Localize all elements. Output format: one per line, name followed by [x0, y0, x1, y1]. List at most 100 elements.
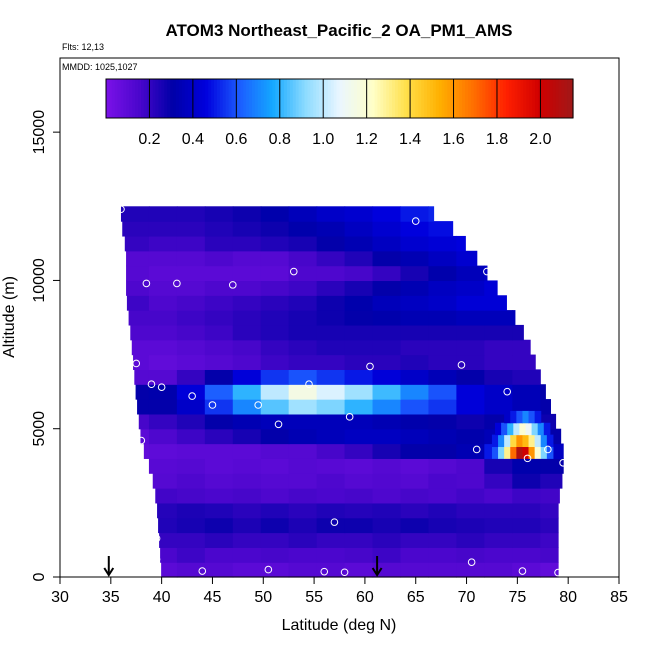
field-cell	[316, 458, 346, 474]
field-cell	[540, 399, 551, 415]
field-cell	[456, 399, 485, 415]
field-cell	[344, 369, 374, 385]
field-cell	[400, 458, 430, 474]
field-cell	[232, 517, 262, 534]
colorbar-segment	[359, 79, 364, 118]
sample-point	[518, 567, 527, 575]
field-cell	[456, 473, 485, 489]
field-cell	[260, 413, 290, 430]
field-cell	[135, 384, 150, 400]
x-tick-label: 45	[204, 589, 222, 606]
field-cell	[133, 354, 150, 370]
colorbar-segment	[213, 79, 218, 118]
flight-markers	[103, 556, 383, 577]
colorbar-segment	[456, 79, 460, 118]
field-cell	[316, 428, 346, 445]
y-tick-label: 10000	[31, 258, 48, 303]
field-cell	[344, 354, 374, 370]
colorbar-segment	[520, 79, 524, 118]
colorbar-segment	[540, 79, 545, 118]
colorbar-segment	[345, 79, 349, 118]
sample-point	[228, 281, 237, 289]
field-cell	[288, 339, 318, 356]
field-cell	[372, 532, 402, 548]
field-cell	[232, 206, 262, 222]
field-cell	[137, 399, 150, 415]
field-cell	[232, 235, 262, 252]
colorbar-segment	[491, 79, 495, 118]
colorbar-segment	[193, 79, 198, 118]
sample-point	[152, 534, 161, 543]
field-cell	[143, 443, 150, 459]
plume-cell	[528, 434, 536, 448]
plume-cell	[504, 446, 511, 459]
colorbar-segment	[438, 79, 443, 118]
colorbar-segment	[196, 79, 200, 118]
colorbar-segment	[535, 79, 539, 118]
field-cell	[148, 324, 178, 341]
field-cell	[160, 547, 178, 563]
x-tick-label: 55	[305, 589, 323, 606]
field-cell	[176, 532, 206, 548]
colorbar-segment	[120, 79, 125, 118]
colorbar-segment	[500, 79, 504, 118]
field-cell	[204, 324, 234, 341]
field-cell	[428, 324, 457, 341]
field-cell	[148, 221, 178, 237]
plume-cell	[491, 434, 499, 448]
field-cell	[176, 443, 206, 459]
sample-point	[132, 359, 141, 368]
colorbar-segment	[269, 79, 273, 118]
colorbar-segment	[275, 79, 279, 118]
field-cell	[428, 413, 457, 430]
colorbar-segment	[324, 79, 329, 118]
field-cell	[204, 250, 234, 267]
field-cell	[316, 502, 346, 519]
field-cell	[456, 384, 485, 400]
sample-point	[198, 567, 207, 575]
colorbar-segment	[330, 79, 335, 118]
colorbar-segment	[211, 79, 215, 118]
sample-point	[137, 436, 146, 445]
field-cell	[400, 250, 430, 267]
colorbar-segment	[462, 79, 466, 118]
plume-cell	[534, 410, 542, 424]
field-cell	[540, 562, 559, 578]
colorbar-segment	[237, 79, 241, 118]
field-cell	[428, 250, 457, 267]
x-tick-label: 70	[458, 589, 476, 606]
colorbar-segment	[240, 79, 244, 118]
field-cell	[372, 324, 402, 341]
colorbar-segment	[537, 79, 542, 118]
field-cell	[400, 473, 430, 489]
field-cell	[260, 532, 290, 548]
colorbar-segment	[386, 79, 390, 118]
colorbar-segment	[427, 79, 431, 118]
colorbar-tick-label: 0.8	[269, 131, 291, 148]
plume-cell	[504, 434, 511, 448]
colorbar-frame	[105, 78, 574, 119]
field-cell	[232, 280, 262, 296]
colorbar-segment	[222, 79, 227, 118]
field-cell	[138, 413, 150, 430]
field-cell	[456, 443, 485, 459]
colorbar-segment	[141, 79, 145, 118]
colorbar-segment	[432, 79, 437, 118]
sample-point	[208, 401, 217, 409]
colorbar-segment	[383, 79, 387, 118]
colorbar-tick-label: 1.2	[356, 131, 378, 148]
sample-point	[472, 445, 481, 454]
field-cell	[316, 369, 346, 385]
field-cell	[288, 324, 318, 341]
colorbar-segment	[564, 79, 568, 118]
field-cell	[372, 517, 402, 534]
colorbar-segment	[310, 79, 314, 118]
field-cell	[204, 502, 234, 519]
colorbar-segment	[476, 79, 481, 118]
field-cell	[456, 517, 485, 534]
field-cell	[120, 206, 150, 222]
colorbar-segment	[208, 79, 212, 118]
sample-point	[173, 279, 181, 288]
field-cell	[372, 295, 402, 311]
field-cell	[456, 235, 466, 252]
